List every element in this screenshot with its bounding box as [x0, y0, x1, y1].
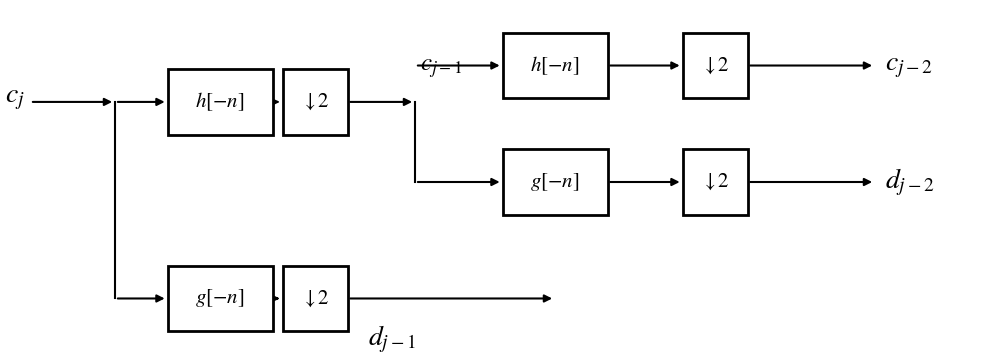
FancyBboxPatch shape: [283, 69, 348, 135]
FancyBboxPatch shape: [503, 33, 608, 98]
FancyBboxPatch shape: [503, 149, 608, 215]
Text: $d_{j-2}$: $d_{j-2}$: [885, 166, 934, 198]
FancyBboxPatch shape: [682, 33, 748, 98]
FancyBboxPatch shape: [283, 266, 348, 331]
Text: $h[-n]$: $h[-n]$: [195, 91, 245, 113]
Text: $\downarrow 2$: $\downarrow 2$: [301, 288, 329, 309]
Text: $\downarrow 2$: $\downarrow 2$: [701, 55, 729, 76]
Text: $c_{j-2}$: $c_{j-2}$: [885, 52, 933, 79]
Text: $d_{j-1}$: $d_{j-1}$: [368, 324, 415, 355]
Text: $g[-n]$: $g[-n]$: [530, 171, 580, 193]
FancyBboxPatch shape: [168, 69, 272, 135]
Text: $g[-n]$: $g[-n]$: [195, 288, 245, 309]
Text: $c_{j-1}$: $c_{j-1}$: [420, 56, 462, 80]
FancyBboxPatch shape: [168, 266, 272, 331]
Text: $h[-n]$: $h[-n]$: [530, 54, 580, 77]
Text: $\downarrow 2$: $\downarrow 2$: [701, 172, 729, 192]
Text: $\downarrow 2$: $\downarrow 2$: [301, 92, 329, 112]
Text: $c_j$: $c_j$: [5, 84, 25, 112]
FancyBboxPatch shape: [682, 149, 748, 215]
